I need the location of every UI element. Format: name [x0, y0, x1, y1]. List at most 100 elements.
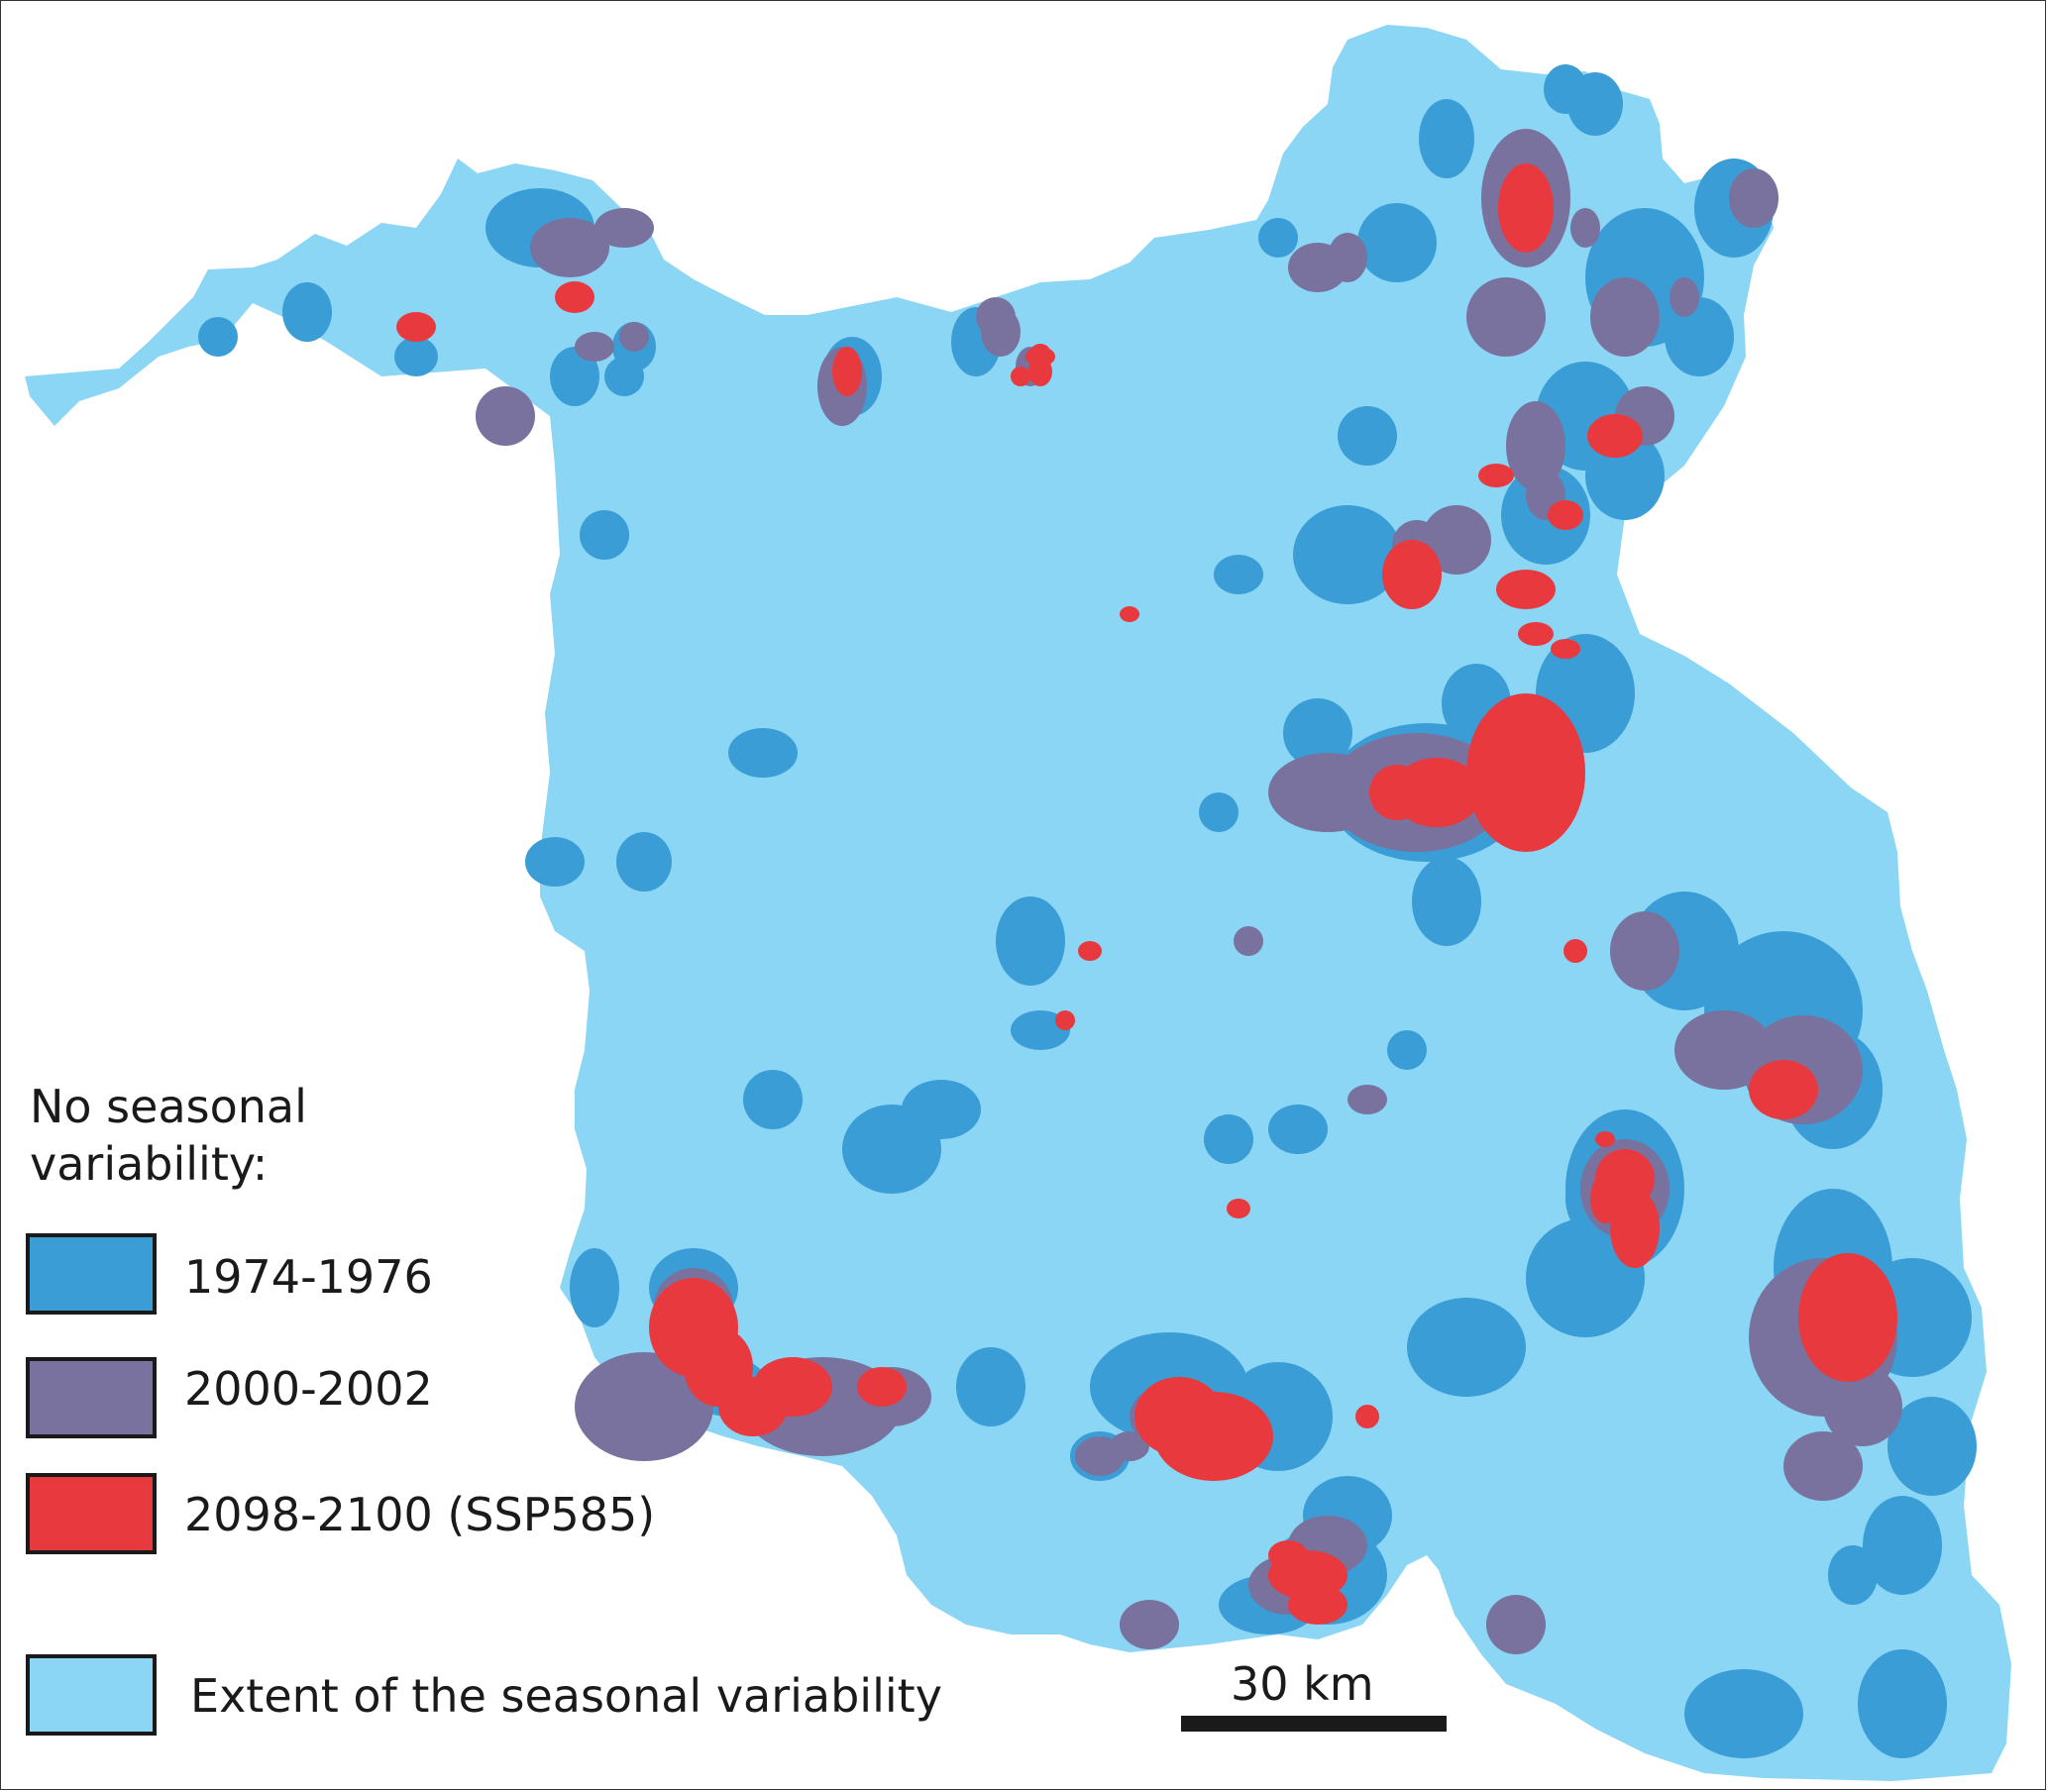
area-1974-1976: [525, 837, 585, 887]
legend-label-1974-1976: 1974-1976: [184, 1250, 433, 1304]
area-2000-2002: [1506, 401, 1565, 490]
area-2098-2100: [1518, 622, 1554, 646]
area-2098-2100: [1078, 941, 1102, 961]
area-2098-2100: [857, 1367, 907, 1407]
area-1974-1976: [1293, 505, 1402, 604]
area-2098-2100: [1749, 1060, 1818, 1119]
area-1974-1976: [1338, 406, 1397, 466]
area-2098-2100: [1595, 1131, 1615, 1147]
area-2000-2002: [1610, 911, 1679, 991]
legend-swatch-extent: [26, 1654, 157, 1736]
area-2098-2100: [1382, 540, 1442, 609]
area-1974-1976: [902, 1080, 981, 1139]
area-1974-1976: [570, 1248, 619, 1327]
area-2000-2002: [575, 1352, 713, 1461]
area-1974-1976: [1214, 555, 1263, 594]
area-1974-1976: [616, 832, 672, 892]
area-1974-1976: [1887, 1397, 1977, 1496]
area-2098-2100: [1563, 939, 1587, 963]
area-1974-1976: [1684, 1669, 1803, 1758]
area-1974-1976: [996, 896, 1065, 986]
legend-label-extent: Extent of the seasonal variability: [190, 1669, 942, 1723]
area-1974-1976: [1283, 698, 1352, 768]
scale-bar-label: 30 km: [1231, 1657, 1374, 1711]
area-1974-1976: [728, 728, 798, 778]
area-2000-2002: [1422, 505, 1491, 575]
area-2098-2100: [396, 312, 436, 342]
area-1974-1976: [1258, 218, 1298, 258]
area-2098-2100: [1154, 1392, 1273, 1481]
area-2098-2100-layer: [396, 163, 1897, 1625]
area-2098-2100: [1478, 464, 1514, 487]
area-2098-2100: [832, 347, 862, 396]
area-1974-1976: [1567, 72, 1623, 136]
area-1974-1976: [580, 510, 629, 560]
area-1974-1976: [550, 347, 599, 406]
area-2000-2002: [1486, 1595, 1546, 1654]
area-1974-1976: [956, 1347, 1025, 1426]
area-2098-2100: [1227, 1199, 1250, 1218]
area-1974-1976: [1419, 99, 1474, 178]
area-2000-2002: [1729, 168, 1779, 228]
legend-label-2000-2002: 2000-2002: [184, 1362, 433, 1416]
legend-title: No seasonal variability:: [30, 1080, 307, 1191]
area-2098-2100: [555, 281, 594, 313]
legend-label-2098-2100: 2098-2100 (SSP585): [184, 1488, 656, 1541]
area-2098-2100: [1548, 500, 1583, 530]
area-2000-2002: [1347, 1085, 1387, 1114]
area-1974-1976: [604, 357, 644, 396]
area-2000-2002: [1466, 277, 1546, 357]
area-2000-2002: [1570, 208, 1600, 248]
area-2098-2100: [1496, 570, 1556, 609]
area-2000-2002: [530, 218, 609, 277]
area-1974-1976: [1387, 1030, 1427, 1070]
area-2098-2100: [753, 1357, 832, 1417]
area-1974-1976: [1199, 792, 1239, 832]
area-1974-1976: [1665, 297, 1734, 376]
area-2098-2100: [1498, 163, 1554, 253]
area-2000-2002: [1783, 1431, 1863, 1501]
area-1974-1976: [1204, 1114, 1253, 1164]
area-2000-2002: [1110, 1431, 1149, 1461]
area-2098-2100: [1551, 639, 1580, 659]
area-2000-2002: [1823, 1367, 1902, 1446]
area-1974-1976: [1357, 203, 1437, 282]
area-1974-1976: [743, 1070, 803, 1129]
area-2098-2100: [1798, 1253, 1897, 1382]
legend-swatch-1974-1976: [26, 1233, 157, 1315]
area-2098-2100: [1011, 367, 1030, 386]
scale-bar: [1181, 1716, 1447, 1732]
area-1974-1976: [1268, 1105, 1328, 1154]
area-1974-1976: [282, 282, 332, 342]
area-2098-2100: [1587, 414, 1643, 458]
area-1974-1976: [394, 337, 438, 376]
area-2000-2002: [1120, 1600, 1179, 1649]
area-1974-1976: [1412, 857, 1481, 946]
area-2000-2002: [1590, 277, 1660, 357]
area-2098-2100: [1055, 1010, 1075, 1030]
area-2098-2100: [1590, 1174, 1620, 1223]
area-2000-2002: [476, 386, 535, 446]
area-2000-2002: [1328, 233, 1367, 282]
area-2000-2002: [1670, 277, 1699, 317]
area-2098-2100: [1120, 606, 1139, 622]
area-1974-1976: [1828, 1545, 1878, 1605]
area-2000-2002: [619, 322, 649, 352]
area-2000-2002: [976, 297, 1016, 337]
area-2098-2100: [1466, 693, 1585, 852]
area-1974-1976: [1407, 1298, 1526, 1397]
area-1974-1976: [1863, 1496, 1942, 1595]
area-2000-2002: [1234, 926, 1263, 956]
area-2098-2100: [1268, 1540, 1308, 1570]
area-1974-1976: [198, 317, 238, 357]
area-2000-2002: [1268, 753, 1387, 832]
legend-swatch-2098-2100: [26, 1473, 157, 1554]
area-2098-2100: [1288, 1585, 1347, 1625]
area-2098-2100: [1355, 1405, 1379, 1428]
area-1974-1976: [1858, 1649, 1947, 1758]
area-2098-2100: [1030, 344, 1050, 360]
area-2000-2002: [575, 332, 614, 362]
area-2000-2002: [594, 208, 654, 248]
